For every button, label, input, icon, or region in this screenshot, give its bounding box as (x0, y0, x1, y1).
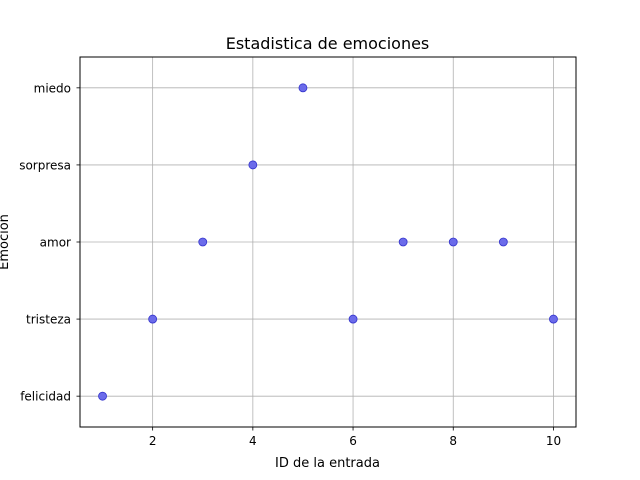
y-tick-label: tristeza (26, 313, 71, 327)
chart-title: Estadistica de emociones (226, 34, 430, 53)
y-tick-label: amor (40, 236, 71, 250)
data-point (298, 83, 308, 93)
x-tick-label: 4 (249, 434, 257, 448)
data-point (248, 160, 258, 170)
x-axis-label: ID de la entrada (275, 456, 380, 471)
data-point (398, 237, 408, 247)
x-tick-label: 8 (449, 434, 457, 448)
points-layer (98, 83, 558, 401)
data-point (448, 237, 458, 247)
ticks-layer: 2 4 6 8 10 felicidad tristeza amor sorpresa miedo (19, 81, 561, 448)
data-point (348, 314, 358, 324)
data-point (98, 391, 107, 401)
data-point (148, 314, 158, 324)
x-tick-label: 2 (149, 434, 157, 448)
x-tick-label: 10 (546, 434, 561, 448)
y-axis-label: Emoción (0, 214, 12, 270)
data-point (198, 237, 208, 247)
data-point (498, 237, 508, 247)
y-tick-label: felicidad (20, 390, 71, 404)
data-point (549, 314, 558, 324)
grid (80, 57, 576, 427)
y-tick-label: miedo (34, 81, 71, 95)
x-tick-label: 6 (349, 434, 357, 448)
y-tick-label: sorpresa (19, 158, 71, 172)
